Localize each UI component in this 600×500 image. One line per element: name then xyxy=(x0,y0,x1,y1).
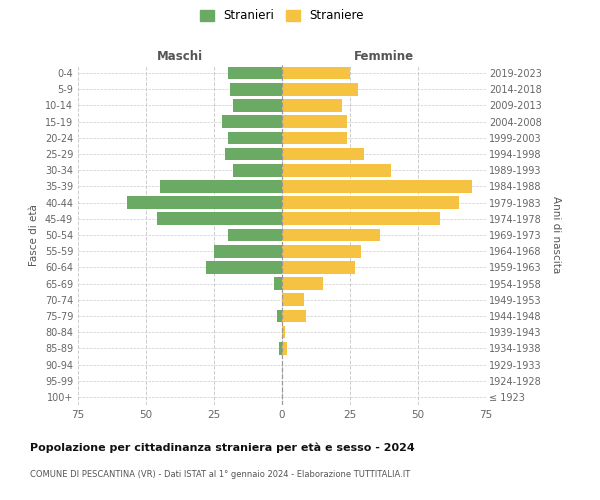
Bar xyxy=(282,148,364,160)
Bar xyxy=(227,228,282,241)
Bar xyxy=(222,116,282,128)
Bar xyxy=(282,164,391,176)
Bar xyxy=(282,261,355,274)
Text: Maschi: Maschi xyxy=(157,50,203,62)
Bar xyxy=(230,83,282,96)
Bar xyxy=(225,148,282,160)
Bar xyxy=(282,228,380,241)
Bar xyxy=(227,132,282,144)
Text: Popolazione per cittadinanza straniera per età e sesso - 2024: Popolazione per cittadinanza straniera p… xyxy=(30,442,415,453)
Bar xyxy=(282,278,323,290)
Legend: Stranieri, Straniere: Stranieri, Straniere xyxy=(196,6,368,26)
Bar xyxy=(157,212,282,225)
Bar xyxy=(282,67,350,80)
Y-axis label: Fasce di età: Fasce di età xyxy=(29,204,39,266)
Bar xyxy=(160,180,282,192)
Bar xyxy=(214,245,282,258)
Bar xyxy=(282,196,459,209)
Bar xyxy=(282,116,347,128)
Bar xyxy=(282,132,347,144)
Bar xyxy=(282,342,287,354)
Bar xyxy=(274,278,282,290)
Bar xyxy=(233,99,282,112)
Bar xyxy=(282,212,440,225)
Bar xyxy=(233,164,282,176)
Bar xyxy=(127,196,282,209)
Text: Femmine: Femmine xyxy=(354,50,414,62)
Bar xyxy=(277,310,282,322)
Bar xyxy=(282,326,285,338)
Bar xyxy=(282,99,342,112)
Bar xyxy=(282,294,304,306)
Text: COMUNE DI PESCANTINA (VR) - Dati ISTAT al 1° gennaio 2024 - Elaborazione TUTTITA: COMUNE DI PESCANTINA (VR) - Dati ISTAT a… xyxy=(30,470,410,479)
Bar xyxy=(282,310,307,322)
Bar xyxy=(227,67,282,80)
Bar xyxy=(279,342,282,354)
Bar xyxy=(206,261,282,274)
Y-axis label: Anni di nascita: Anni di nascita xyxy=(551,196,561,274)
Bar xyxy=(282,180,472,192)
Bar xyxy=(282,83,358,96)
Bar xyxy=(282,245,361,258)
